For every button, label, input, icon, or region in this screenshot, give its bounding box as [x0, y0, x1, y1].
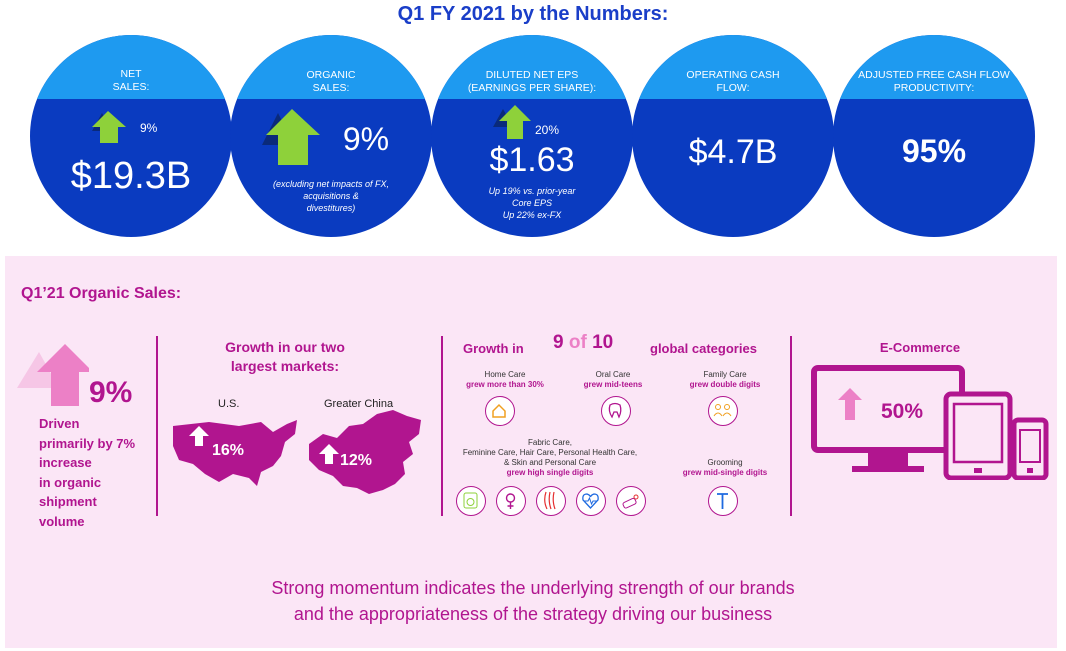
kpi-change: 20%: [535, 123, 560, 137]
organic-value: 9%: [89, 376, 133, 409]
kpi-note: (excluding net impacts of FX, acquisition…: [272, 179, 390, 213]
divider: [441, 336, 443, 516]
kpi-value: 9%: [342, 121, 390, 157]
us-value: 16%: [212, 442, 245, 459]
up-arrow-icon: [262, 109, 320, 165]
china-label: Greater China: [324, 398, 394, 410]
kpi-label: OPERATING CASH FLOW:: [686, 69, 780, 94]
divider: [790, 336, 792, 516]
family-icon: [708, 396, 738, 426]
kpi-organic-sales: ORGANIC SALES: 9% (excluding net impacts …: [230, 35, 432, 237]
oral-care-label: Oral Care grew mid-teens: [583, 370, 643, 389]
lotion-icon: [616, 486, 646, 516]
kpi-label: ORGANIC SALES:: [306, 69, 356, 94]
tooth-icon: [601, 396, 631, 426]
heart-pulse-icon: [576, 486, 606, 516]
kpi-change: 9%: [140, 121, 158, 135]
kpi-cap: [230, 35, 432, 99]
kpi-value: $4.7B: [688, 133, 778, 171]
kpi-value: 95%: [901, 133, 967, 169]
kpi-note: Up 19% vs. prior-year Core EPS Up 22% ex-F…: [488, 186, 576, 220]
kpi-value: $1.63: [489, 141, 575, 179]
kpi-label: DILUTED NET EPS (EARNINGS PER SHARE):: [467, 69, 597, 94]
kpi-label: ADJUSTED FREE CASH FLOW PRODUCTIVITY:: [858, 69, 1010, 94]
kpi-cap: [30, 35, 232, 99]
categories-count: 9 of 10: [553, 332, 614, 353]
kpi-cap: [431, 35, 633, 99]
section-title: Q1’21 Organic Sales:: [21, 285, 182, 302]
female-icon: [496, 486, 526, 516]
family-care-label: Family Care grew double digits: [689, 370, 761, 389]
categories-title-post: global categories: [650, 341, 757, 356]
footer-line-1: Strong momentum indicates the underlying…: [271, 578, 795, 598]
kpi-cap: [833, 35, 1035, 99]
kpi-operating-cash-flow: OPERATING CASH FLOW: $4.7B: [632, 35, 834, 237]
up-arrow-icon: [493, 105, 531, 139]
hair-icon: [536, 486, 566, 516]
kpi-free-cash-flow: ADJUSTED FREE CASH FLOW PRODUCTIVITY: 95%: [833, 35, 1035, 237]
china-value: 12%: [340, 452, 373, 469]
footer-line-2: and the appropriateness of the strategy …: [293, 604, 773, 624]
home-care-icon: [485, 396, 515, 426]
page-title: Q1 FY 2021 by the Numbers:: [397, 3, 669, 25]
us-label: U.S.: [218, 398, 240, 410]
markets-title: Growth in our two largest markets:: [225, 339, 345, 374]
washing-machine-icon: [456, 486, 486, 516]
china-map-icon: [309, 410, 421, 494]
us-map-icon: [173, 420, 297, 486]
kpi-cap: [632, 35, 834, 99]
razor-icon: [708, 486, 738, 516]
kpi-value: $19.3B: [70, 155, 192, 197]
kpi-diluted-eps: DILUTED NET EPS (EARNINGS PER SHARE): 20%…: [431, 35, 633, 237]
organic-driver-text: Driven primarily by 7% increase in organ…: [39, 416, 136, 529]
devices-icon: [811, 365, 1049, 480]
fabric-care-label: Fabric Care, Feminine Care, Hair Care, P…: [462, 438, 638, 477]
divider: [156, 336, 158, 516]
categories-title-pre: Growth in: [463, 341, 524, 356]
up-arrow-icon: [17, 344, 89, 406]
ecommerce-value: 50%: [881, 400, 924, 423]
grooming-label: Grooming grew mid-single digits: [682, 458, 768, 477]
kpi-net-sales: NET SALES: 9% $19.3B: [30, 35, 232, 237]
up-arrow-icon: [92, 111, 126, 143]
organic-sales-panel: Q1’21 Organic Sales: 9% Driven primarily…: [5, 256, 1057, 648]
home-care-label: Home Care grew more than 30%: [466, 370, 544, 389]
kpi-label: NET SALES:: [112, 68, 150, 93]
ecommerce-title: E-Commerce: [879, 340, 961, 355]
